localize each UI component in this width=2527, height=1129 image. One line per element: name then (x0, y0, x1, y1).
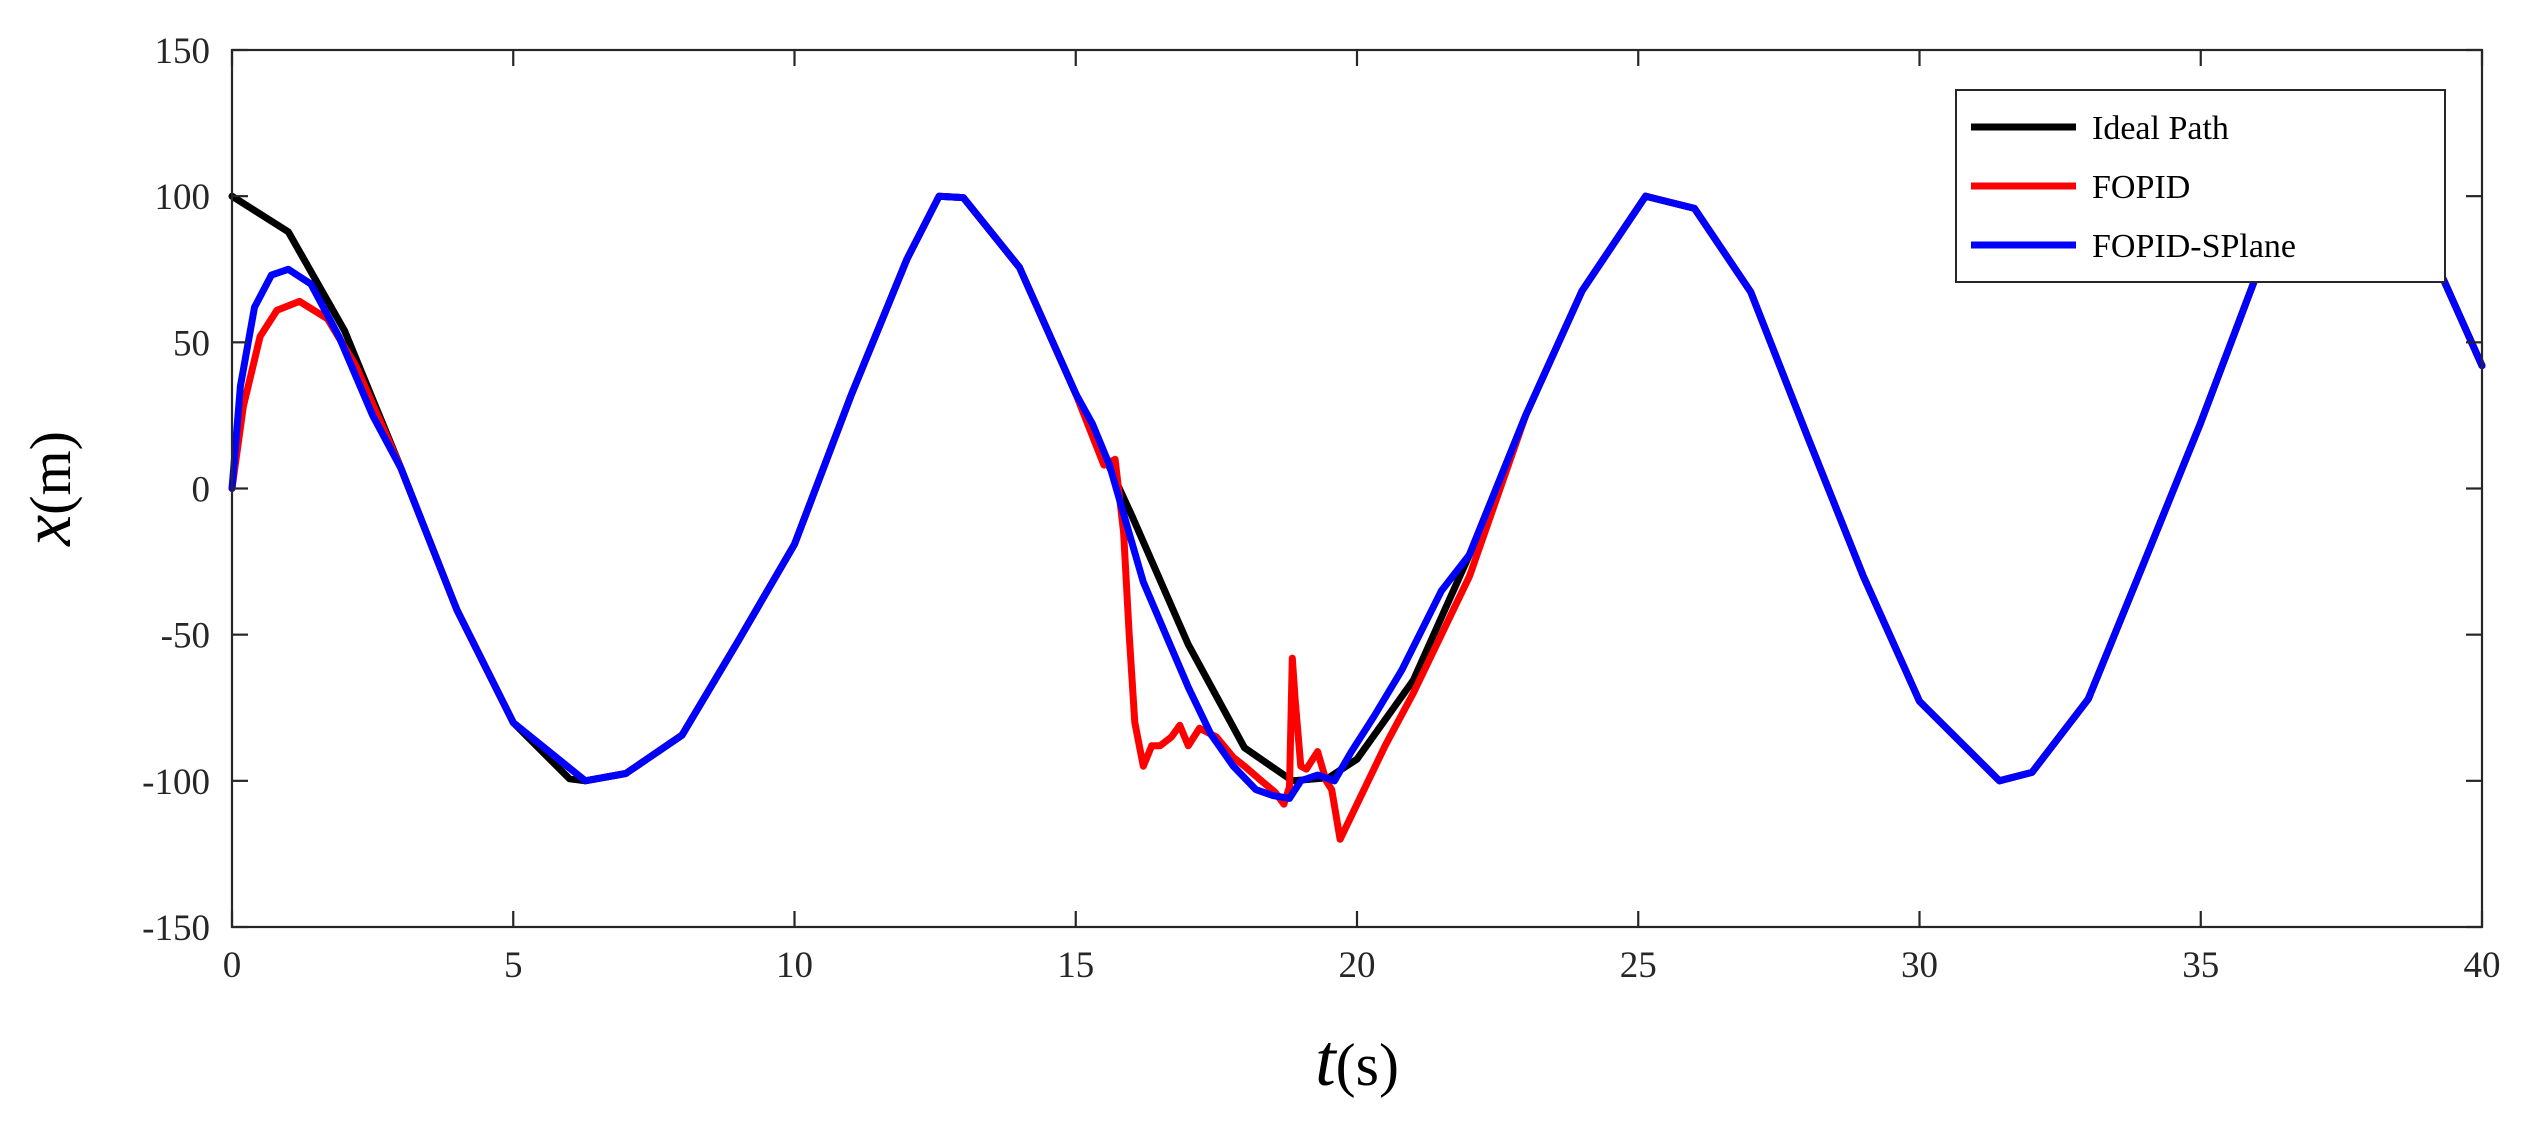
tick-layer: 0 5 10 15 20 25 30 35 40 -150 -100 -50 0 50 100 150 (142, 31, 2500, 986)
y-tick-label: -50 (161, 616, 210, 657)
x-tick-label: 40 (2464, 945, 2501, 986)
legend-label: FOPID-SPlane (2092, 228, 2296, 265)
x-tick-label: 25 (1620, 945, 1657, 986)
x-tick-label: 35 (2182, 945, 2219, 986)
series-line-fopid-splane (228, 192, 2486, 802)
legend-label: FOPID (2092, 169, 2190, 206)
y-axis-label: x(m) (9, 431, 86, 547)
y-tick-label: 0 (192, 470, 211, 511)
x-tick-label: 20 (1339, 945, 1376, 986)
y-tick-label: 50 (173, 323, 210, 364)
legend-label: Ideal Path (2092, 110, 2229, 147)
legend: Ideal Path FOPID FOPID-SPlane (1955, 89, 2446, 283)
x-tick-label: 30 (1901, 945, 1938, 986)
x-tick-label: 5 (504, 945, 523, 986)
y-tick-label: 150 (155, 31, 211, 72)
x-tick-label: 0 (223, 945, 242, 986)
y-tick-label: 100 (155, 177, 211, 218)
x-tick-label: 10 (776, 945, 813, 986)
x-axis-label: t(s) (1315, 1020, 1399, 1102)
x-tick-label: 15 (1057, 945, 1094, 986)
y-tick-label: -150 (142, 908, 210, 949)
series-layer (228, 192, 2486, 843)
y-tick-label: -100 (142, 762, 210, 803)
